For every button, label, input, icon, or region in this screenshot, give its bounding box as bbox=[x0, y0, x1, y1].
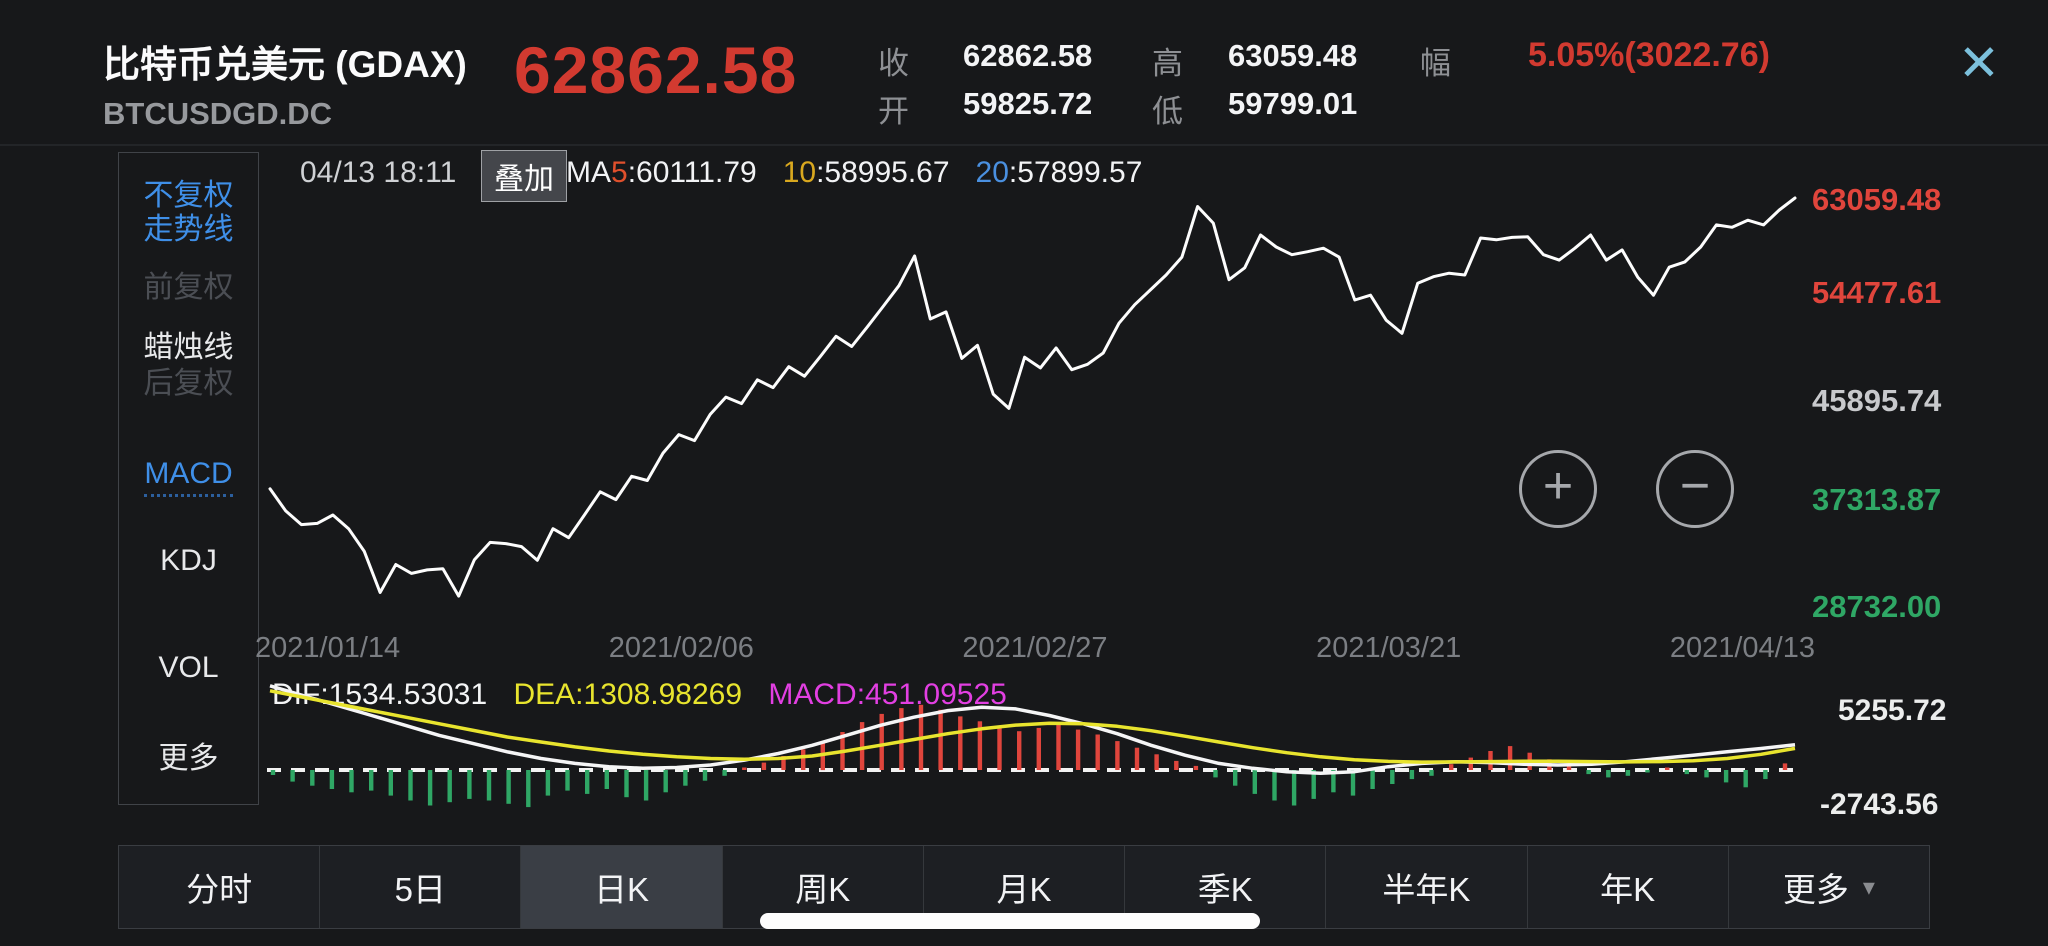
sidebar-item-candlestick[interactable]: 蜡烛线 bbox=[143, 331, 234, 364]
macd-chart[interactable] bbox=[255, 676, 1815, 836]
dif-value: DIF:1534.53031 bbox=[272, 678, 488, 711]
y-axis-label-low: 28732.00 bbox=[1812, 589, 1942, 624]
x-axis: 2021/01/14 2021/02/06 2021/02/27 2021/03… bbox=[255, 632, 1815, 665]
y-axis-label: 45895.74 bbox=[1812, 383, 1942, 418]
ma20-value: :57899.57 bbox=[1008, 156, 1143, 189]
tab-more[interactable]: 更多 ▾ bbox=[1727, 846, 1929, 928]
open-value: 59825.72 bbox=[963, 86, 1093, 121]
change-value: 5.05%(3022.76) bbox=[1528, 36, 1770, 74]
ma5-value: :60111.79 bbox=[627, 156, 757, 189]
tab-more-label: 更多 bbox=[1782, 871, 1849, 908]
sidebar-item-trend-line[interactable]: 走势线 bbox=[143, 213, 234, 246]
tab-weekly-k[interactable]: 周K bbox=[721, 846, 923, 928]
dea-value: DEA:1308.98269 bbox=[513, 678, 743, 711]
macd-value: MACD:451.09525 bbox=[768, 678, 1007, 711]
change-label: 幅 bbox=[1420, 46, 1451, 81]
ma10-value: :58995.67 bbox=[816, 156, 950, 189]
last-price: 62862.58 bbox=[514, 33, 798, 107]
close-label: 收 bbox=[878, 46, 909, 81]
home-indicator[interactable] bbox=[760, 913, 1260, 929]
tab-minute[interactable]: 分时 bbox=[186, 871, 253, 908]
macd-axis-min: -2743.56 bbox=[1820, 788, 1939, 821]
sidebar-item-macd[interactable]: MACD bbox=[119, 457, 258, 497]
sidebar-item-vol[interactable]: VOL bbox=[158, 651, 219, 684]
ma-prefix: MA bbox=[566, 156, 611, 189]
sidebar-item-post-adjust[interactable]: 后复权 bbox=[143, 367, 234, 400]
chart-datetime: 04/13 18:11 bbox=[300, 156, 457, 189]
ma10-period: 10 bbox=[782, 156, 817, 189]
sidebar-item-kdj[interactable]: KDJ bbox=[160, 544, 217, 577]
ma-legend: MA5:60111.79 10:58995.67 20:57899.57 bbox=[566, 156, 1142, 190]
close-value: 62862.58 bbox=[963, 38, 1093, 73]
tab-daily-k[interactable]: 日K bbox=[520, 846, 722, 928]
sidebar-item-macd-label: MACD bbox=[144, 457, 233, 497]
macd-legend: DIF:1534.53031 DEA:1308.98269 MACD:451.0… bbox=[272, 678, 1007, 712]
x-axis-label: 2021/02/06 bbox=[608, 632, 754, 664]
overlay-button[interactable]: 叠加 bbox=[481, 150, 567, 202]
open-label: 开 bbox=[878, 94, 909, 129]
tab-quarterly-k[interactable]: 季K bbox=[1124, 846, 1325, 928]
x-axis-label: 2021/02/27 bbox=[962, 632, 1108, 664]
tab-5day[interactable]: 5日 bbox=[319, 846, 520, 928]
chevron-down-icon: ▾ bbox=[1862, 873, 1875, 901]
tab-halfyear-k[interactable]: 半年K bbox=[1325, 846, 1526, 928]
x-axis-label: 2021/04/13 bbox=[1669, 632, 1815, 664]
price-line-chart[interactable] bbox=[255, 190, 1815, 615]
y-axis-label: 54477.61 bbox=[1812, 275, 1942, 310]
instrument-symbol: BTCUSDGD.DC bbox=[103, 96, 333, 131]
y-axis-label: 37313.87 bbox=[1812, 482, 1942, 517]
sidebar-item-pre-adjust[interactable]: 前复权 bbox=[143, 271, 234, 304]
zoom-in-button[interactable]: + bbox=[1519, 450, 1597, 528]
ma5-period: 5 bbox=[611, 156, 628, 189]
tab-monthly-k[interactable]: 月K bbox=[922, 846, 1124, 928]
y-axis-label-high: 63059.48 bbox=[1812, 182, 1942, 217]
zoom-out-button[interactable]: − bbox=[1656, 450, 1734, 528]
chart-info-row: 04/13 18:11 叠加 MA5:60111.79 10:58995.67 20… bbox=[0, 150, 2048, 202]
x-axis-label: 2021/03/21 bbox=[1316, 632, 1462, 664]
macd-axis-max: 5255.72 bbox=[1838, 694, 1947, 727]
chart-options-sidebar: 不复权 走势线 前复权 蜡烛线 后复权 MACD KDJ VOL 更多 bbox=[118, 152, 259, 805]
high-label: 高 bbox=[1152, 46, 1183, 81]
sidebar-item-no-adjust[interactable]: 不复权 bbox=[143, 179, 234, 212]
low-label: 低 bbox=[1152, 94, 1183, 129]
close-icon[interactable]: ✕ bbox=[1958, 35, 2000, 91]
ma20-period: 20 bbox=[975, 156, 1009, 189]
high-value: 63059.48 bbox=[1228, 38, 1358, 73]
instrument-title: 比特币兑美元 (GDAX) bbox=[103, 44, 467, 85]
sidebar-item-more[interactable]: 更多 bbox=[158, 742, 219, 775]
tab-yearly-k[interactable]: 年K bbox=[1526, 846, 1728, 928]
x-axis-label: 2021/01/14 bbox=[255, 632, 401, 664]
low-value: 59799.01 bbox=[1228, 86, 1358, 121]
quote-header: 比特币兑美元 (GDAX) BTCUSDGD.DC 62862.58 收 628… bbox=[0, 0, 2048, 146]
